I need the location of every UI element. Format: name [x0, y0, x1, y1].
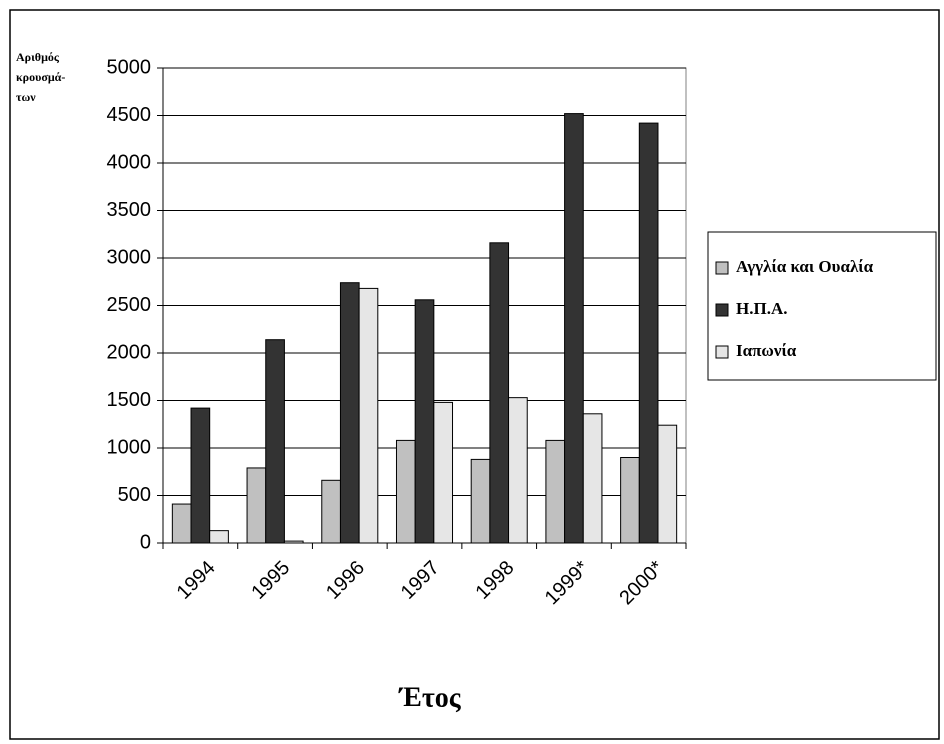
bar — [171, 503, 192, 544]
legend-swatch — [715, 303, 729, 317]
bar — [321, 479, 341, 544]
bar — [433, 401, 454, 544]
legend-label: Η.Π.Α. — [736, 299, 787, 318]
bar — [545, 439, 566, 544]
y-tick-label: 0 — [140, 531, 151, 553]
bar — [190, 407, 211, 544]
x-axis-label: Έτος — [397, 682, 461, 713]
y-tick-label: 1000 — [107, 436, 152, 458]
bar — [657, 424, 678, 544]
bar — [508, 397, 528, 544]
bar — [638, 122, 659, 544]
y-tick-label: 4500 — [107, 104, 152, 126]
y-tick-label: 3500 — [107, 199, 152, 221]
y-tick-label: 3000 — [107, 246, 152, 268]
y-axis-label: κρουσμά- — [16, 70, 65, 84]
y-tick-label: 500 — [118, 484, 151, 506]
bar — [265, 339, 285, 544]
y-tick-label: 2000 — [107, 341, 152, 363]
y-tick-label: 5000 — [107, 56, 152, 78]
bar — [582, 413, 603, 544]
legend-swatch — [715, 345, 729, 359]
legend-label: Ιαπωνία — [736, 341, 797, 360]
bar — [339, 282, 360, 544]
y-axis-label: Αριθμός — [16, 50, 60, 64]
y-axis-label: των — [16, 90, 36, 104]
bar — [246, 467, 267, 544]
legend-label: Αγγλία και Ουαλία — [736, 257, 874, 276]
y-tick-label: 1500 — [107, 389, 152, 411]
y-tick-label: 4000 — [107, 151, 152, 173]
legend-box — [707, 231, 937, 381]
bar — [358, 287, 379, 544]
bar — [564, 113, 584, 544]
bar — [209, 530, 229, 544]
bar — [470, 458, 491, 544]
bar — [395, 439, 416, 544]
bar — [620, 457, 640, 544]
bar — [414, 299, 435, 544]
bar — [489, 242, 510, 544]
y-tick-label: 2500 — [107, 294, 152, 316]
legend-swatch — [715, 261, 729, 275]
bar — [283, 540, 304, 544]
